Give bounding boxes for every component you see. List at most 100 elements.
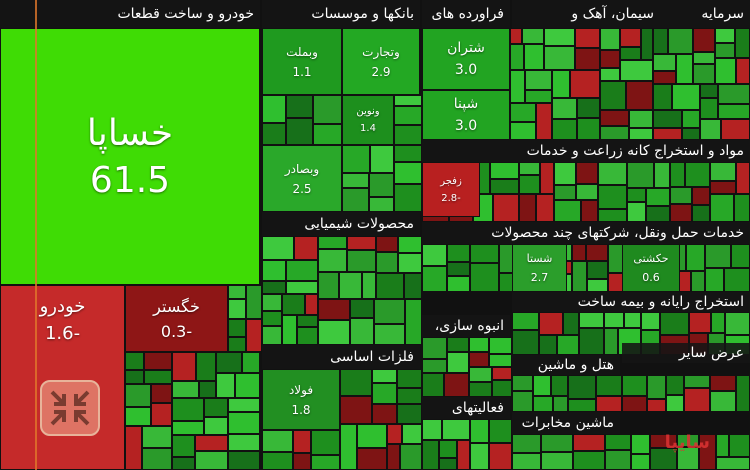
filler-tile [605,434,631,450]
filler-tile [668,28,693,54]
filler-tile [552,98,577,119]
filler-tile [587,261,608,279]
filler-tile [510,44,524,70]
tile[interactable]: فولاد 1.8 [262,369,340,430]
filler-tile [510,70,525,103]
filler-tile [576,184,598,200]
filler-tile [297,327,318,345]
filler-tile [715,28,735,43]
filler-tile [647,399,666,412]
filler-tile [692,187,710,205]
filler-tile [579,312,604,328]
filler-tile [144,370,172,384]
filler-tile [398,253,422,273]
filler-tile [347,236,376,250]
filler-tile [725,312,750,335]
filler-tile [228,285,246,299]
filler-tile [646,188,670,206]
filler-tile [262,452,293,470]
filler-tile [376,236,398,252]
tile[interactable]: خساپا 61.5 [0,28,260,285]
filler-tile [469,367,492,382]
tile[interactable]: ونوین 1.4 [342,95,394,145]
filler-tile [362,272,376,299]
tile-value: 1.1 [292,64,312,79]
filler-tile [357,424,387,448]
filler-tile [372,383,397,404]
tile-name: زفجر [440,175,462,187]
collapse-button[interactable] [40,380,100,436]
tile-name: وبملت [286,44,318,59]
tile-name: خساپا [86,112,174,154]
filler-tile [305,294,318,315]
filler-tile [700,98,718,119]
tile-name: شستا [526,252,553,265]
tile[interactable]: زفجر 2.8- [422,162,480,217]
filler-tile [653,28,668,54]
filler-tile [575,28,600,48]
sector-header: فعالیتهای [422,397,510,419]
filler-tile [736,58,750,84]
filler-tile [666,375,684,395]
filler-tile [376,252,398,273]
tile[interactable]: خگستر 0.3- [125,285,228,352]
filler-tile [512,391,533,412]
filler-tile [228,337,246,352]
filler-tile [660,312,689,335]
filler-tile [620,28,641,47]
tile-value: 0.3- [160,321,193,341]
filler-tile [350,318,374,345]
filler-tile [533,396,553,412]
tile[interactable]: وتجارت 2.9 [342,28,420,95]
filler-tile [340,396,372,424]
filler-tile [627,188,646,202]
filler-tile [572,244,586,261]
filler-tile [604,312,624,328]
tile[interactable]: حکشتی 0.6 [622,244,680,292]
filler-tile [370,145,394,173]
filler-tile [672,84,700,110]
filler-tile [447,276,470,292]
filler-tile [577,118,600,140]
filler-tile [342,145,370,173]
filler-tile [387,424,402,444]
filler-tile [724,268,750,292]
tile[interactable]: خودرو 1.6- [0,285,125,470]
sector-header: محصولات شیمیایی [262,212,420,236]
filler-tile [372,404,397,424]
filler-tile [579,328,604,355]
tile[interactable]: وبصادر 2.5 [262,145,342,212]
tile[interactable]: شستا 2.7 [512,244,567,292]
filler-tile [641,28,653,60]
filler-tile [718,104,750,119]
filler-tile [573,434,605,451]
tile-name: خگستر [153,296,200,316]
filler-tile [575,48,600,70]
filler-tile [151,384,172,403]
filler-tile [525,90,552,103]
filler-tile [670,187,692,204]
filler-tile [422,359,447,373]
filler-tile [524,44,544,70]
filler-tile [397,388,422,404]
filler-tile [729,434,750,457]
filler-tile [422,373,444,397]
filler-tile [512,312,539,330]
sector-header: خودرو و ساخت قطعات [0,0,260,28]
filler-tile [653,110,682,128]
filler-tile [262,281,286,294]
tile[interactable]: وبملت 1.1 [262,28,342,95]
tile[interactable]: شپنا 3.0 [422,90,510,140]
filler-tile [654,162,670,188]
filler-tile [710,375,736,391]
cursor-line [35,0,37,470]
filler-tile [685,162,710,187]
tile[interactable]: شتران 3.0 [422,28,510,90]
filler-tile [676,54,693,84]
filler-tile [710,181,736,194]
filler-tile [700,84,718,98]
filler-tile [653,54,676,71]
filler-tile [195,451,228,470]
filler-tile [689,312,711,333]
filler-tile [398,236,422,253]
